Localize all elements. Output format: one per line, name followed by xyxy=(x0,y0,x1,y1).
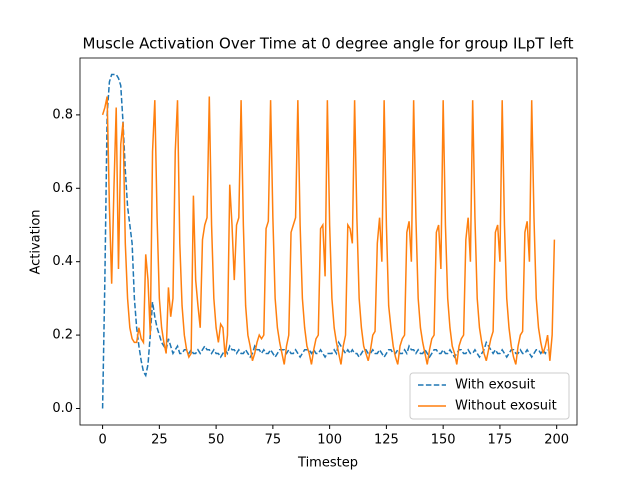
x-tick-label: 175 xyxy=(488,433,513,448)
x-tick-label: 50 xyxy=(208,433,225,448)
x-tick-label: 125 xyxy=(374,433,399,448)
y-tick-label: 0.8 xyxy=(52,107,73,122)
y-axis-label: Activation xyxy=(29,209,44,274)
legend-label: Without exosuit xyxy=(455,399,557,414)
x-axis-label: Timestep xyxy=(297,456,358,471)
series-line xyxy=(101,96,556,365)
legend: With exosuit Without exosuit xyxy=(409,372,570,420)
y-tick-label: 0.2 xyxy=(52,328,73,343)
series-line xyxy=(101,73,549,409)
chart-title: Muscle Activation Over Time at 0 degree … xyxy=(83,35,574,53)
y-tick-label: 0.6 xyxy=(52,181,73,196)
y-tick-label: 0.0 xyxy=(52,401,73,416)
x-tick-label: 0 xyxy=(98,433,106,448)
x-tick-label: 75 xyxy=(265,433,282,448)
x-tick-label: 25 xyxy=(151,433,168,448)
y-tick-label: 0.4 xyxy=(52,254,73,269)
x-tick-label: 200 xyxy=(544,433,569,448)
x-tick-label: 150 xyxy=(431,433,456,448)
plot-frame xyxy=(79,57,578,426)
legend-box xyxy=(409,372,570,420)
x-tick-label: 100 xyxy=(317,433,342,448)
legend-label: With exosuit xyxy=(455,378,535,393)
